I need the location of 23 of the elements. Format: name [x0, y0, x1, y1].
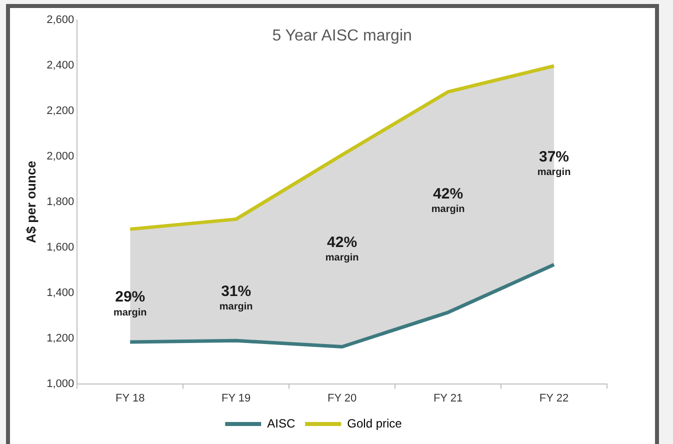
- y-tick-label: 1,000: [46, 378, 74, 390]
- annotation: 29% margin: [113, 288, 147, 318]
- annotation: 42% margin: [325, 234, 359, 264]
- y-axis-title: A$ per ounce: [23, 160, 38, 244]
- annotation: 31% margin: [219, 283, 253, 313]
- x-tick-label: FY 18: [116, 392, 145, 404]
- x-tick-label: FY 20: [327, 392, 357, 404]
- y-tick-label: 2,400: [46, 60, 74, 72]
- annotation: 42% margin: [431, 185, 465, 215]
- x-tick-label: FY 21: [433, 392, 463, 404]
- y-tick-label: 1,400: [46, 286, 74, 299]
- legend-label: AISC: [267, 416, 296, 430]
- y-tick-label: 1,800: [46, 196, 74, 208]
- x-tick-label: FY 19: [222, 392, 251, 404]
- y-tick-label: 1,600: [46, 241, 74, 254]
- y-tick-label: 2,600: [46, 14, 74, 26]
- annotation: 37% margin: [537, 148, 571, 178]
- y-tick-label: 1,200: [46, 332, 74, 344]
- y-tick-label: 2,200: [46, 104, 74, 117]
- legend-label: Gold price: [347, 416, 402, 430]
- x-tick-label: FY 22: [539, 392, 569, 404]
- y-tick-label: 2,000: [46, 150, 74, 162]
- chart-title: 5 Year AISC margin: [272, 27, 412, 44]
